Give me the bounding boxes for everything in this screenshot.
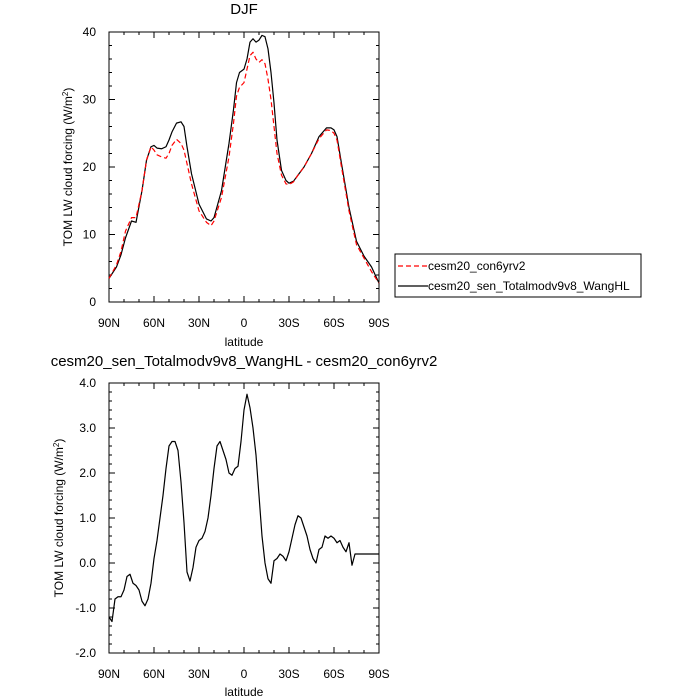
- top-y-tick-label: 20: [83, 160, 97, 174]
- top-x-axis-label: latitude: [225, 335, 264, 349]
- bottom-plot-frame: [108, 382, 380, 654]
- top-x-tick-label: 30N: [188, 316, 210, 330]
- legend-label-con6yrv2: cesm20_con6yrv2: [428, 259, 526, 273]
- top-chart: DJF 90N 60N 30N 0 30S 60S 90S 0 10 20 30 40 latitud…: [61, 1, 390, 349]
- top-x-tick-label: 0: [241, 316, 248, 330]
- bottom-y-tick-label: 0.0: [79, 556, 96, 570]
- bottom-x-tick-label: 90S: [368, 667, 389, 681]
- top-x-tick-label: 30S: [278, 316, 299, 330]
- legend-label-wanghl: cesm20_sen_Totalmodv9v8_WangHL: [428, 279, 630, 293]
- bottom-chart: cesm20_sen_Totalmodv9v8_WangHL - cesm20_…: [51, 353, 438, 699]
- bottom-x-tick-label: 30N: [188, 667, 210, 681]
- bottom-y-tick-label: 1.0: [79, 511, 96, 525]
- legend-box: [394, 253, 642, 298]
- bottom-x-tick-label: 30S: [278, 667, 299, 681]
- bottom-data-lines: [108, 393, 379, 623]
- bottom-series-line-0: [108, 393, 379, 623]
- bottom-x-tick-label: 90N: [98, 667, 120, 681]
- top-y-tick-label: 0: [89, 295, 96, 309]
- bottom-x-tick-label: 60N: [143, 667, 165, 681]
- top-x-tick-label: 60S: [323, 316, 344, 330]
- bottom-x-tick-label: 60S: [323, 667, 344, 681]
- top-axis-ticks: 90N 60N 30N 0 30S 60S 90S 0 10 20 30 40: [83, 25, 390, 330]
- bottom-x-axis-label: latitude: [225, 685, 264, 699]
- top-series-line-0: [108, 51, 380, 284]
- top-chart-title: DJF: [230, 1, 258, 18]
- top-data-lines: [108, 34, 380, 284]
- bottom-y-tick-label: 3.0: [79, 421, 96, 435]
- top-series-line-1: [108, 34, 380, 284]
- bottom-y-tick-label: 2.0: [79, 466, 96, 480]
- top-x-tick-label: 90S: [368, 316, 389, 330]
- top-y-tick-label: 30: [83, 93, 97, 107]
- bottom-axis-ticks: 90N 60N 30N 0 30S 60S 90S -2.0 -1.0 0.0 1.0 2.0 3.0 4…: [75, 376, 389, 681]
- top-y-axis-label: TOM LW cloud forcing (W/m2): [61, 88, 76, 247]
- bottom-y-tick-label: -1.0: [75, 601, 96, 615]
- top-plot-frame: [108, 31, 380, 303]
- bottom-x-tick-label: 0: [241, 667, 248, 681]
- top-x-tick-label: 90N: [98, 316, 120, 330]
- bottom-chart-title: cesm20_sen_Totalmodv9v8_WangHL - cesm20_…: [51, 353, 438, 370]
- bottom-y-tick-label: -2.0: [75, 646, 96, 660]
- bottom-y-axis-label: TOM LW cloud forcing (W/m2): [52, 439, 67, 598]
- bottom-y-tick-label: 4.0: [79, 376, 96, 390]
- top-y-tick-label: 40: [83, 25, 97, 39]
- legend: cesm20_con6yrv2 cesm20_sen_Totalmodv9v8_…: [394, 253, 642, 298]
- top-x-tick-label: 60N: [143, 316, 165, 330]
- top-y-tick-label: 10: [83, 228, 97, 242]
